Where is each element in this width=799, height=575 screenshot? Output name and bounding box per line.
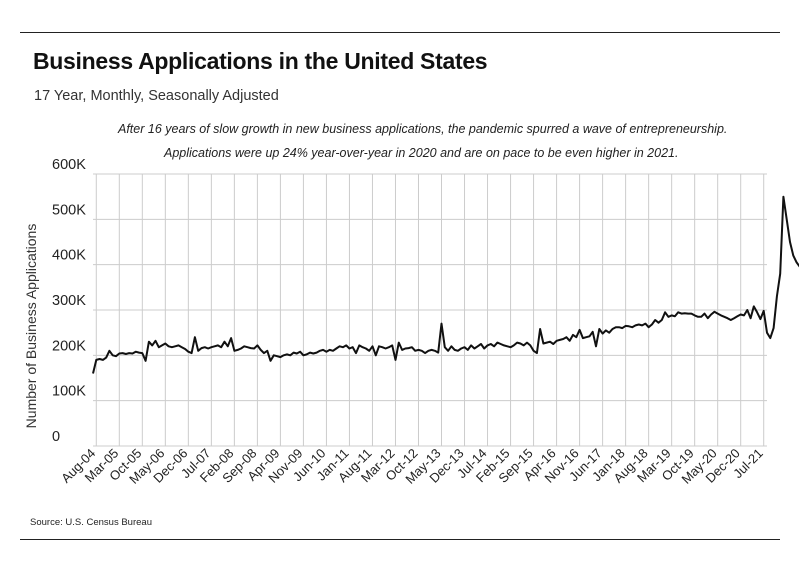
annotation-line-2: Applications were up 24% year-over-year …	[164, 146, 679, 160]
y-tick-label: 600K	[52, 157, 86, 173]
y-axis-ticks: 0 100K 200K 300K 400K 500K 600K	[52, 157, 86, 445]
series-layer	[92, 195, 799, 374]
y-tick-label: 200K	[52, 338, 86, 354]
chart-title: Business Applications in the United Stat…	[33, 48, 488, 74]
y-tick-label: 0	[52, 429, 60, 445]
x-axis-ticks: Aug-04Mar-05Oct-05May-06Dec-06Jul-07Feb-…	[58, 446, 766, 487]
y-tick-label: 500K	[52, 202, 86, 218]
source-note: Source: U.S. Census Bureau	[30, 517, 152, 528]
y-tick-label: 400K	[52, 248, 86, 264]
top-rule	[20, 32, 780, 33]
series-line	[92, 195, 799, 374]
y-axis-label: Number of Business Applications	[23, 224, 39, 429]
bottom-rule	[20, 539, 780, 540]
y-tick-label: 100K	[52, 384, 86, 400]
annotation-line-1: After 16 years of slow growth in new bus…	[118, 122, 728, 136]
y-tick-label: 300K	[52, 293, 86, 309]
gridlines	[93, 173, 767, 447]
chart-subtitle: 17 Year, Monthly, Seasonally Adjusted	[34, 88, 279, 104]
